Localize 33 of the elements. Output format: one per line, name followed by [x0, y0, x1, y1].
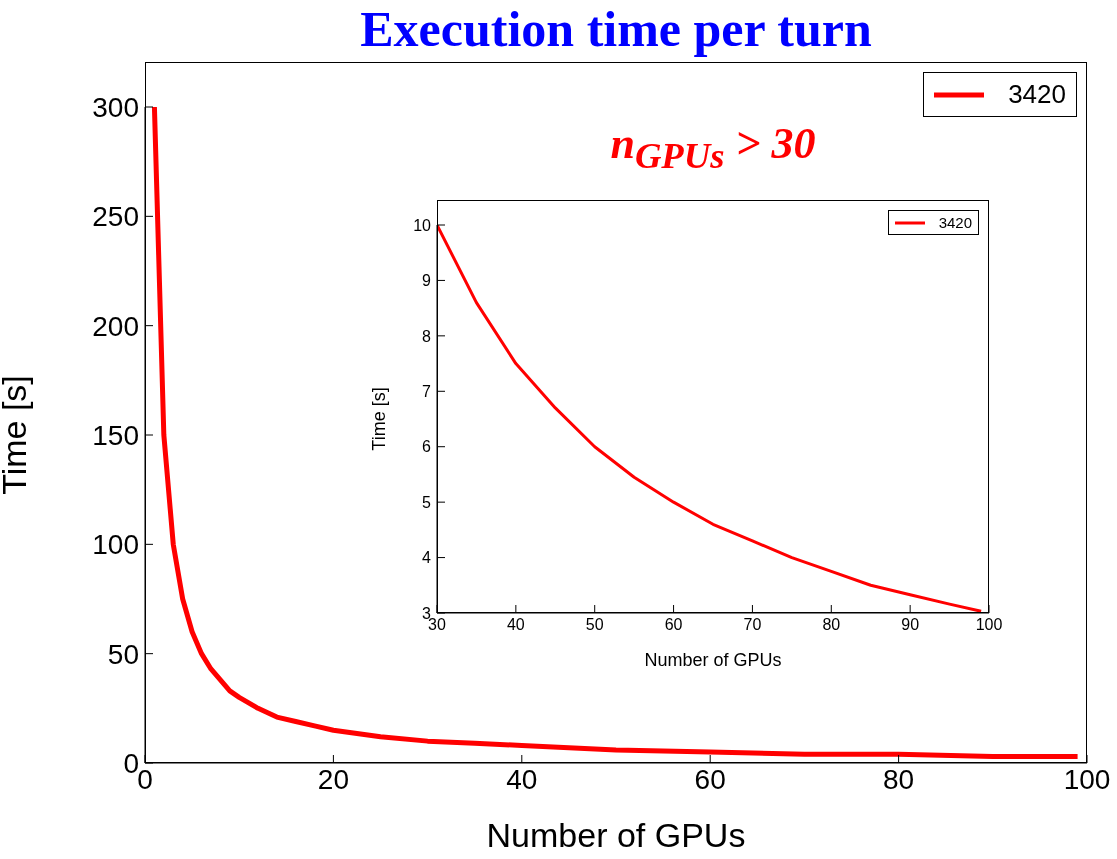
x-axis-title: Number of GPUs: [486, 816, 746, 854]
y-tick-label: 4: [422, 549, 432, 567]
y-tick-label: 50: [107, 638, 139, 670]
y-tick-label: 300: [92, 91, 139, 123]
y-tick-label: 150: [92, 419, 139, 451]
chart-title: Execution time per turn: [360, 1, 872, 57]
y-tick-label: 7: [422, 382, 432, 400]
x-tick-label: 100: [975, 616, 1003, 634]
x-tick-label: 50: [585, 616, 604, 634]
y-tick-label: 5: [422, 493, 432, 511]
y-tick-label: 9: [422, 272, 432, 290]
y-tick-label: 6: [422, 438, 432, 456]
y-tick-label: 10: [413, 216, 432, 234]
x-tick-label: 60: [694, 763, 726, 795]
x-tick-label: 70: [743, 616, 762, 634]
y-tick-label: 200: [92, 310, 139, 342]
x-tick-label: 60: [664, 616, 683, 634]
x-tick-label: 20: [317, 763, 349, 795]
x-tick-label: 40: [506, 763, 538, 795]
x-tick-label: 80: [883, 763, 915, 795]
y-tick-label: 8: [422, 327, 432, 345]
legend-label: 3420: [1008, 79, 1066, 110]
x-axis-title: Number of GPUs: [644, 650, 782, 670]
x-tick-label: 80: [822, 616, 841, 634]
chart-title: n$_{GPUs}$ > 30: [610, 119, 816, 176]
y-axis-title: Time [s]: [369, 387, 390, 451]
x-tick-label: 40: [506, 616, 525, 634]
y-tick-label: 100: [92, 529, 139, 561]
y-tick-label: 250: [92, 201, 139, 233]
legend-label: 3420: [938, 214, 972, 231]
x-tick-label: 90: [901, 616, 920, 634]
y-axis-title: Time [s]: [0, 375, 34, 495]
x-tick-label: 100: [1063, 763, 1111, 795]
